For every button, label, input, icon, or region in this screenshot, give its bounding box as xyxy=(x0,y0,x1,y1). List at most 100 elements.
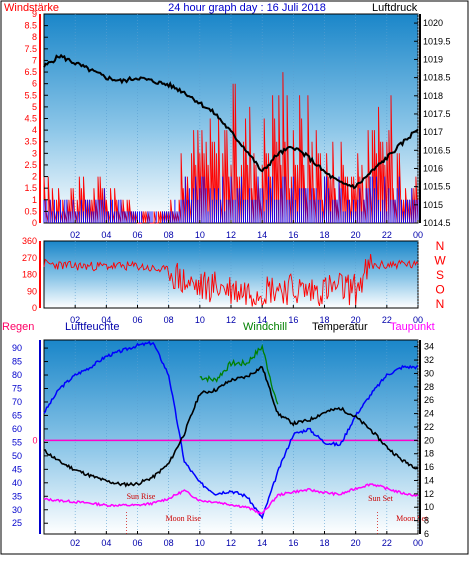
temperature-tick-label: 24 xyxy=(424,409,434,419)
pressure-tick-label: 1015.5 xyxy=(423,182,451,192)
direction-tick-label: 360 xyxy=(22,236,37,246)
pressure-tick-label: 1016 xyxy=(423,163,443,173)
legend-entry: Temperatur xyxy=(312,321,368,333)
rain-zero-label: 0 xyxy=(32,435,37,445)
pressure-tick-label: 1019.5 xyxy=(423,36,451,46)
wind-speed-axis-title: Windstärke xyxy=(4,2,59,14)
wind-speed-tick-label: 7.5 xyxy=(24,44,37,54)
x-tick-label: 04 xyxy=(101,538,111,548)
wind-speed-tick-label: 3.5 xyxy=(24,137,37,147)
humidity-tick-label: 45 xyxy=(12,464,22,474)
astro-label: Moon Set xyxy=(396,514,428,523)
x-tick-label: 16 xyxy=(288,538,298,548)
temperature-line xyxy=(43,365,419,488)
x-tick-label: 22 xyxy=(382,538,392,548)
temperature-tick-label: 14 xyxy=(424,475,434,485)
wind-speed-tick-label: 6.5 xyxy=(24,67,37,77)
wind-speed-tick-label: 0 xyxy=(32,218,37,228)
wind-speed-tick-label: 1.5 xyxy=(24,183,37,193)
temperature-tick-label: 22 xyxy=(424,422,434,432)
x-tick-label: 14 xyxy=(257,230,267,240)
humidity-tick-label: 80 xyxy=(12,370,22,380)
x-tick-label: 00 xyxy=(413,230,423,240)
pressure-line xyxy=(43,53,419,190)
temperature-tick-label: 34 xyxy=(424,342,434,352)
humidity-tick-label: 75 xyxy=(12,384,22,394)
wind-pressure-panel: 00.511.522.533.544.555.566.577.588.59101… xyxy=(24,9,450,240)
humidity-tick-label: 85 xyxy=(12,357,22,367)
astro-label: Moon Rise xyxy=(166,514,202,523)
astro-annotations: Sun Rise Moon Rise Sun Set Moon Set xyxy=(126,492,428,534)
wind-pressure-ticks: 00.511.522.533.544.555.566.577.588.59101… xyxy=(24,9,450,240)
humidity-tick-label: 25 xyxy=(12,518,22,528)
pressure-axis-title: Luftdruck xyxy=(372,2,418,14)
x-tick-label: 10 xyxy=(195,315,205,325)
wind-speed-tick-label: 0.5 xyxy=(24,206,37,216)
pressure-tick-label: 1020 xyxy=(423,18,443,28)
humidity-tick-label: 30 xyxy=(12,505,22,515)
x-tick-label: 08 xyxy=(164,230,174,240)
astro-label: Sun Rise xyxy=(127,492,156,501)
humidity-temperature-legend: Regen Luftfeuchte Windchill Temperatur Taupu… xyxy=(2,321,435,333)
humidity-temperature-series xyxy=(43,340,419,520)
x-tick-label: 12 xyxy=(226,230,236,240)
humidity-tick-label: 40 xyxy=(12,478,22,488)
humidity-tick-label: 55 xyxy=(12,437,22,447)
x-tick-label: 10 xyxy=(195,538,205,548)
wind-speed-tick-label: 8.5 xyxy=(24,21,37,31)
wind-speed-tick-label: 4.5 xyxy=(24,114,37,124)
temperature-tick-label: 8 xyxy=(424,516,429,526)
humidity-tick-label: 50 xyxy=(12,451,22,461)
humidity-tick-label: 90 xyxy=(12,343,22,353)
wind-speed-tick-label: 1 xyxy=(32,195,37,205)
wind-speed-tick-label: 2 xyxy=(32,172,37,182)
temperature-tick-label: 20 xyxy=(424,435,434,445)
x-tick-label: 20 xyxy=(351,315,361,325)
legend-entry: Taupunkt xyxy=(390,321,435,333)
pressure-tick-label: 1017.5 xyxy=(423,109,451,119)
x-tick-label: 08 xyxy=(164,538,174,548)
x-tick-label: 10 xyxy=(195,230,205,240)
wind-speed-tick-label: 5.5 xyxy=(24,90,37,100)
x-tick-label: 18 xyxy=(319,315,329,325)
temperature-tick-label: 12 xyxy=(424,489,434,499)
temperature-tick-label: 16 xyxy=(424,462,434,472)
humidity-tick-label: 70 xyxy=(12,397,22,407)
temperature-tick-label: 6 xyxy=(424,529,429,539)
wind-pressure-series xyxy=(43,53,419,190)
direction-tick-label: 270 xyxy=(22,253,37,263)
graph-title: 24 hour graph day : 16 Juli 2018 xyxy=(168,2,326,14)
pressure-tick-label: 1018.5 xyxy=(423,73,451,83)
x-tick-label: 12 xyxy=(226,315,236,325)
compass-label: W xyxy=(434,254,446,268)
x-tick-label: 12 xyxy=(226,538,236,548)
pressure-tick-label: 1017 xyxy=(423,127,443,137)
x-tick-label: 14 xyxy=(257,538,267,548)
wind-speed-tick-label: 6 xyxy=(32,79,37,89)
x-tick-label: 16 xyxy=(288,230,298,240)
pressure-tick-label: 1019 xyxy=(423,54,443,64)
x-tick-label: 02 xyxy=(70,230,80,240)
humidity-tick-label: 65 xyxy=(12,410,22,420)
x-tick-label: 00 xyxy=(413,538,423,548)
humidity-tick-label: 35 xyxy=(12,491,22,501)
x-tick-label: 22 xyxy=(382,315,392,325)
x-tick-label: 06 xyxy=(132,315,142,325)
wind-speed-tick-label: 3 xyxy=(32,148,37,158)
legend-entry: Windchill xyxy=(243,321,287,333)
wind-speed-tick-label: 7 xyxy=(32,55,37,65)
legend-entry: Luftfeuchte xyxy=(65,321,119,333)
humidity-temperature-ticks: 25 30 35 40 45 50 55 60 65 70 75 80 85 90 6 8 10 12 14 16 18… xyxy=(12,340,434,548)
pressure-tick-label: 1016.5 xyxy=(423,145,451,155)
temperature-tick-label: 28 xyxy=(424,382,434,392)
pressure-tick-label: 1014.5 xyxy=(423,218,451,228)
wind-speed-tick-label: 4 xyxy=(32,125,37,135)
compass-label: N xyxy=(436,239,445,253)
dewpoint-line xyxy=(43,483,419,515)
x-tick-label: 02 xyxy=(70,538,80,548)
x-tick-label: 20 xyxy=(351,538,361,548)
